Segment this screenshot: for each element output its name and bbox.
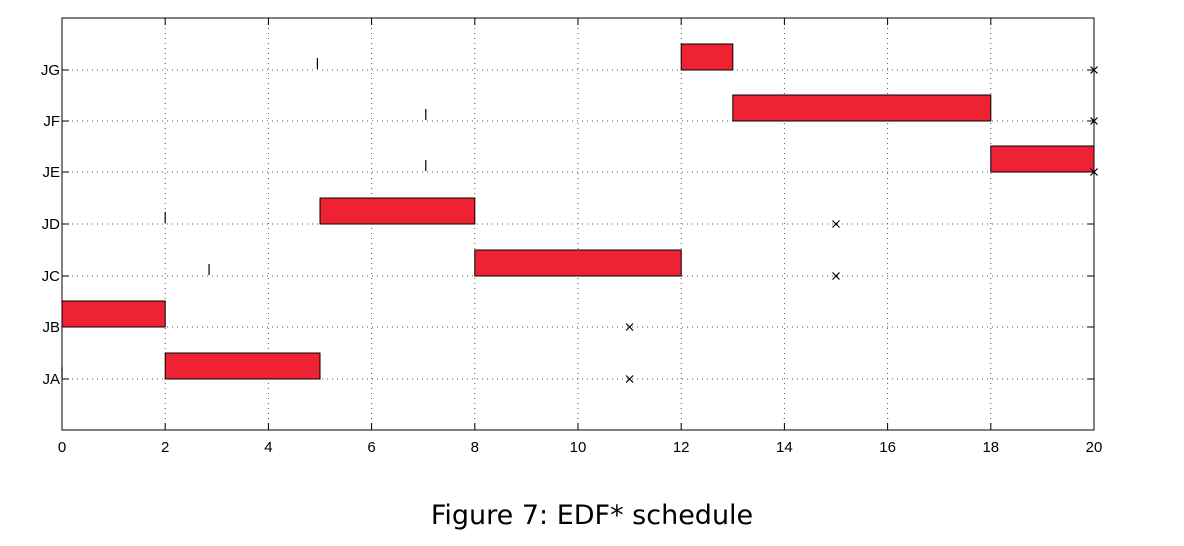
bar-jc [474, 249, 682, 277]
x-tick-label: 6 [367, 439, 375, 456]
bar-jb [61, 300, 166, 328]
y-tick-label: JG [41, 62, 60, 79]
x-tick-label: 8 [471, 439, 479, 456]
y-tick-label: JE [42, 164, 60, 181]
schedule-chart: 0 2 4 6 8 10 12 14 16 18 20 JA JB JC JD JE JF JG [41, 17, 1103, 456]
x-tick-label: 20 [1086, 439, 1103, 456]
deadline-marker-ja [625, 375, 634, 383]
x-tick-label: 4 [264, 439, 272, 456]
deadline-marker-jf [1090, 117, 1098, 125]
y-tick-label: JC [42, 268, 61, 285]
bar-jg [680, 43, 734, 71]
figure-caption: Figure 7: EDF* schedule [430, 500, 754, 531]
deadline-marker-jd [832, 220, 840, 228]
deadline-marker-je [1090, 168, 1098, 176]
bar-ja [164, 352, 321, 380]
x-tick-label: 0 [58, 439, 66, 456]
x-tick-label: 2 [161, 439, 169, 456]
y-tick-label: JD [42, 216, 61, 233]
deadline-marker-jg [1090, 66, 1098, 74]
bar-jd [319, 197, 476, 225]
chart-svg: 0 2 4 6 8 10 12 14 16 18 20 JA JB JC JD JE JF JG [41, 17, 1103, 456]
bar-je [990, 145, 1095, 173]
x-tick-label: 10 [570, 439, 587, 456]
x-tick-label: 12 [673, 439, 690, 456]
bar-jf [732, 94, 992, 122]
y-tick-label: JF [43, 113, 60, 130]
deadline-marker-jb [625, 323, 634, 331]
x-tick-label: 16 [879, 439, 896, 456]
y-tick-label: JA [42, 371, 60, 388]
y-tick-label: JB [42, 319, 60, 336]
x-tick-label: 14 [776, 439, 793, 456]
x-tick-label: 18 [982, 439, 999, 456]
deadline-marker-jc [832, 272, 840, 280]
